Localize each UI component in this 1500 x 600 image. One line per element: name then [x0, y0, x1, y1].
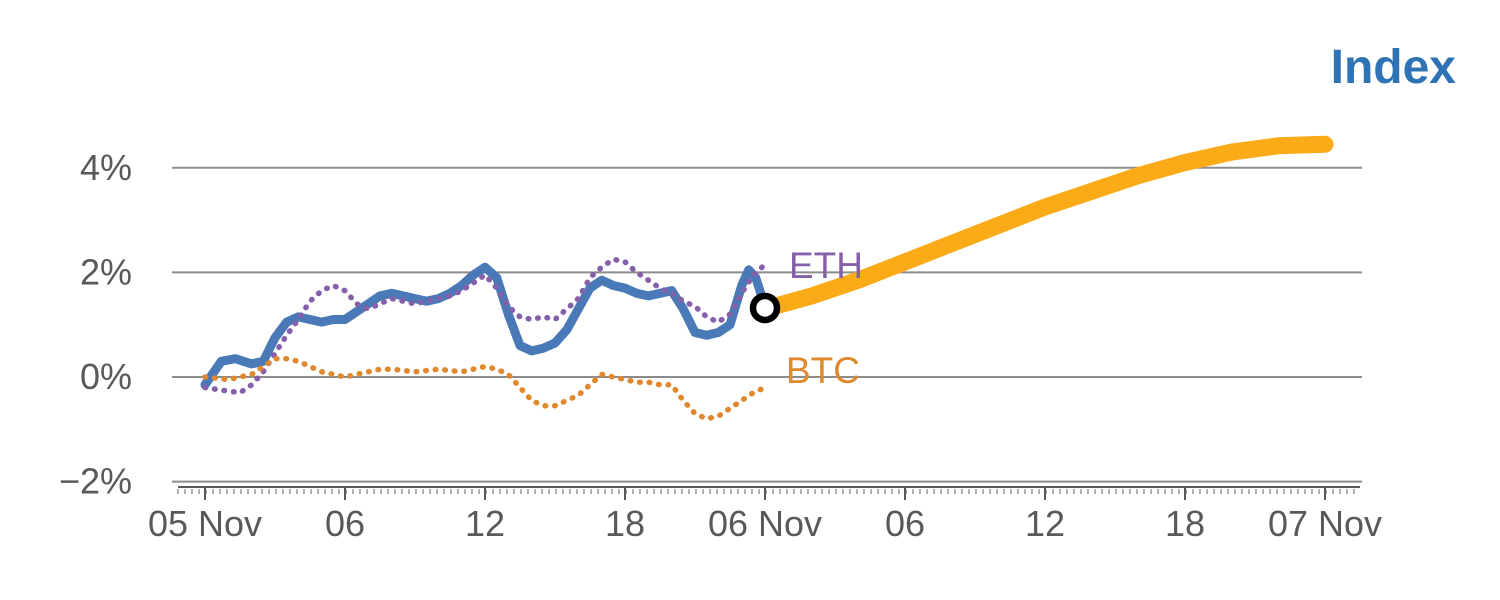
x-tick-label: 12 — [465, 503, 505, 544]
x-tick-label: 18 — [1165, 503, 1205, 544]
index-forecast-line — [756, 135, 1334, 318]
x-tick-label: 06 Nov — [708, 503, 822, 544]
x-tick-label: 12 — [1025, 503, 1065, 544]
y-tick-label: 4% — [80, 147, 132, 188]
current-value-marker — [749, 292, 781, 324]
x-tick-label: 06 — [325, 503, 365, 544]
eth-series-label: ETH — [789, 245, 863, 286]
y-tick-label: 2% — [80, 251, 132, 292]
index-history-line — [200, 262, 770, 390]
eth-line — [202, 256, 768, 396]
btc-line — [202, 355, 768, 422]
x-tick-label: 05 Nov — [148, 503, 262, 544]
x-tick-label: 06 — [885, 503, 925, 544]
chart-title: Index — [1330, 41, 1456, 94]
y-tick-label: 0% — [80, 356, 132, 397]
y-tick-label: −2% — [59, 461, 132, 502]
x-tick-label: 18 — [605, 503, 645, 544]
btc-series-label: BTC — [786, 350, 860, 391]
x-tick-label: 07 Nov — [1268, 503, 1382, 544]
